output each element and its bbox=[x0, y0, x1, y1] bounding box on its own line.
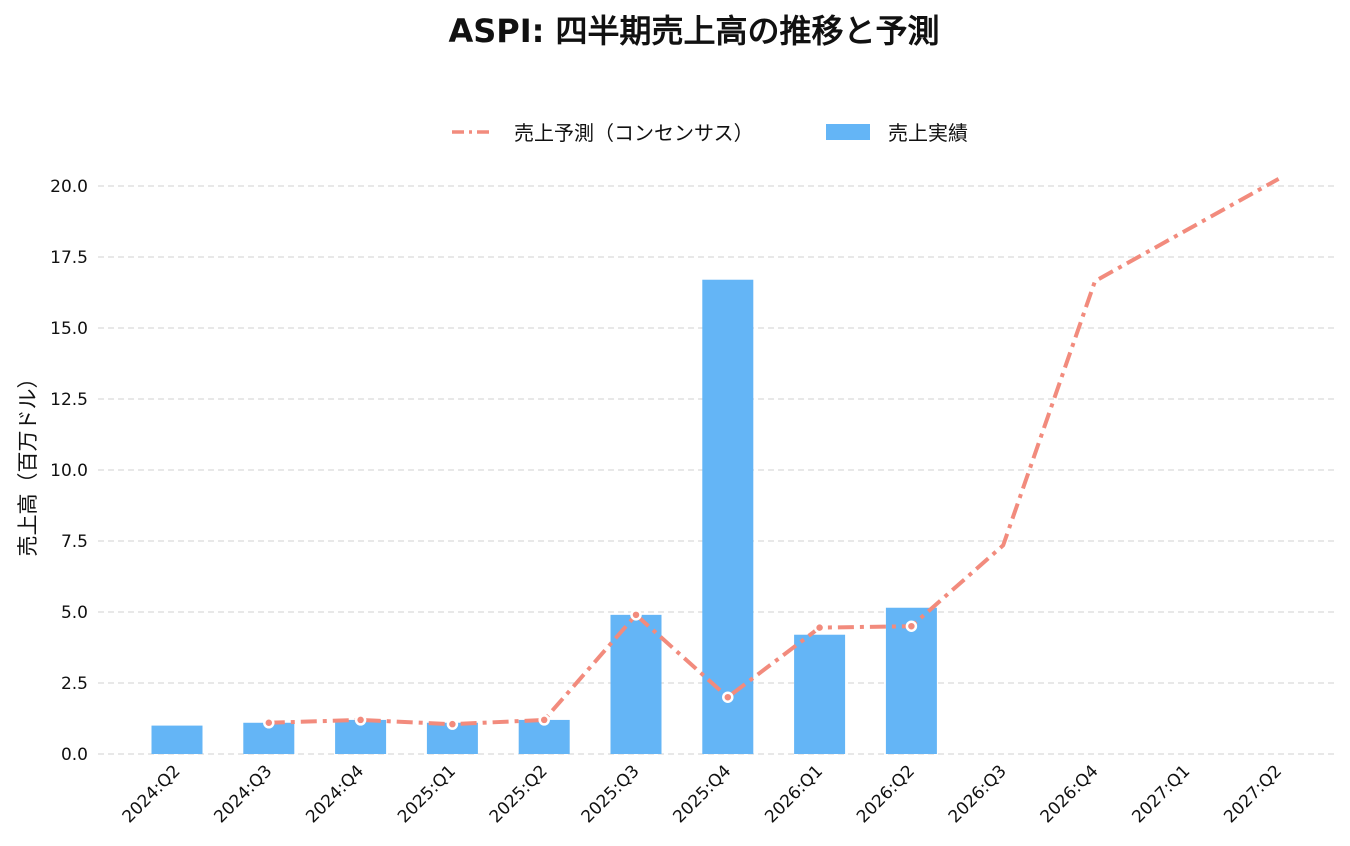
forecast-point bbox=[630, 609, 642, 621]
bars bbox=[151, 279, 937, 754]
y-tick-label: 5.0 bbox=[61, 603, 88, 623]
forecast-line bbox=[263, 177, 1280, 730]
y-tick-label: 20.0 bbox=[50, 177, 88, 197]
legend-label-actual: 売上実績 bbox=[888, 121, 968, 145]
x-tick-label: 2024:Q4 bbox=[302, 761, 368, 827]
y-tick-label: 2.5 bbox=[61, 674, 88, 694]
x-axis-ticks: 2024:Q2 2024:Q3 2024:Q4 2025:Q1 2025:Q2 2025:… bbox=[119, 761, 1287, 827]
x-tick-label: 2025:Q4 bbox=[669, 761, 735, 827]
y-tick-label: 15.0 bbox=[50, 319, 88, 339]
y-tick-label: 12.5 bbox=[50, 390, 88, 410]
legend-label-forecast: 売上予測（コンセンサス） bbox=[514, 121, 754, 145]
forecast-point bbox=[354, 714, 367, 726]
y-tick-label: 0.0 bbox=[61, 745, 88, 765]
legend-item-forecast: 売上予測（コンセンサス） bbox=[452, 121, 754, 145]
legend: 売上予測（コンセンサス） 売上実績 bbox=[452, 121, 968, 145]
x-tick-label: 2026:Q3 bbox=[945, 761, 1011, 827]
y-tick-label: 17.5 bbox=[50, 248, 88, 268]
x-tick-label: 2027:Q2 bbox=[1220, 761, 1286, 827]
bar bbox=[885, 607, 937, 754]
legend-item-actual: 売上実績 bbox=[826, 121, 968, 145]
chart-title: ASPI: 四半期売上高の推移と予測 bbox=[448, 12, 939, 50]
gridlines bbox=[98, 185, 1336, 755]
forecast-point bbox=[263, 717, 275, 729]
x-tick-label: 2025:Q1 bbox=[394, 761, 460, 827]
bar bbox=[610, 614, 662, 754]
x-tick-label: 2027:Q1 bbox=[1128, 761, 1194, 827]
y-axis-label: 売上高（百万ドル） bbox=[16, 368, 40, 557]
x-tick-label: 2026:Q1 bbox=[761, 761, 827, 827]
forecast-point bbox=[538, 714, 550, 726]
y-axis-ticks: 0.0 2.5 5.0 7.5 10.0 12.5 15.0 17.5 20.0 bbox=[50, 177, 88, 765]
x-tick-label: 2025:Q3 bbox=[578, 761, 644, 827]
bar bbox=[151, 725, 203, 754]
forecast-line-path bbox=[268, 177, 1280, 727]
forecast-point bbox=[813, 621, 826, 634]
bar bbox=[794, 634, 846, 754]
bar bbox=[702, 279, 754, 754]
forecast-point bbox=[722, 691, 734, 703]
x-tick-label: 2026:Q4 bbox=[1037, 761, 1103, 827]
y-tick-label: 10.0 bbox=[50, 461, 88, 481]
legend-swatch-actual bbox=[826, 124, 870, 140]
forecast-point bbox=[446, 718, 459, 730]
x-tick-label: 2024:Q3 bbox=[210, 761, 276, 827]
y-tick-label: 7.5 bbox=[61, 532, 88, 552]
x-tick-label: 2024:Q2 bbox=[119, 761, 185, 827]
x-tick-label: 2026:Q2 bbox=[853, 761, 919, 827]
forecast-point bbox=[905, 620, 918, 632]
x-tick-label: 2025:Q2 bbox=[486, 761, 552, 827]
